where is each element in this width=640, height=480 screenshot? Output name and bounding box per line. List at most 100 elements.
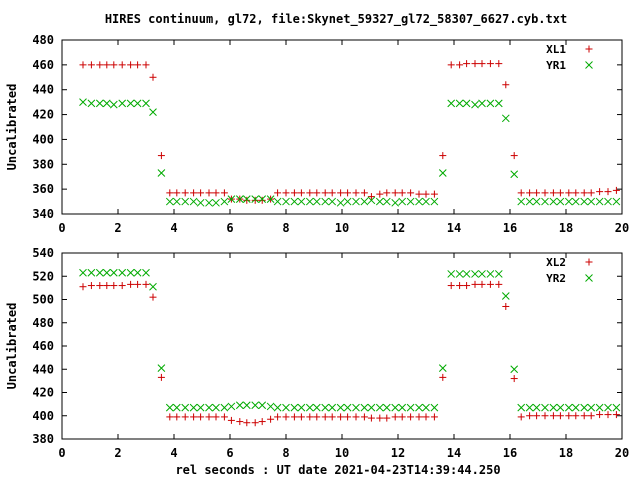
y-tick-label: 540 xyxy=(32,246,54,260)
data-point xyxy=(205,189,213,197)
data-point xyxy=(220,197,229,206)
data-point xyxy=(172,403,181,412)
data-point-d2 xyxy=(398,403,407,412)
data-point-d2 xyxy=(133,268,142,277)
data-point xyxy=(166,189,174,197)
data-point-d2 xyxy=(541,197,549,206)
x-tick-label: 14 xyxy=(447,446,461,460)
data-point-d2 xyxy=(406,197,415,206)
data-point-d2 xyxy=(181,197,190,206)
data-point xyxy=(510,152,518,160)
data-point xyxy=(205,198,213,207)
data-point xyxy=(212,413,220,421)
data-point xyxy=(501,292,510,300)
data-point-d2 xyxy=(282,197,290,206)
data-point xyxy=(306,413,314,421)
data-point-d2 xyxy=(455,270,464,278)
data-point xyxy=(571,197,580,206)
data-point xyxy=(406,403,415,412)
x-tick-label: 10 xyxy=(335,221,349,235)
data-point xyxy=(328,403,337,412)
data-point-d2 xyxy=(102,268,111,277)
y-tick-label: 360 xyxy=(32,182,54,196)
data-point xyxy=(398,403,407,412)
chart-title: HIRES continuum, gl72, file:Skynet_59327… xyxy=(105,12,567,27)
legend-marker-yr2 xyxy=(585,274,593,282)
data-point-d2 xyxy=(196,198,205,207)
data-point xyxy=(580,403,589,412)
data-point xyxy=(343,197,352,206)
data-point xyxy=(87,268,96,277)
data-point-d2 xyxy=(305,197,314,206)
data-point-d2 xyxy=(612,403,621,412)
data-point xyxy=(517,189,525,197)
data-point xyxy=(549,189,557,197)
data-point xyxy=(376,190,384,198)
legend-label-xl2: XL2 xyxy=(546,256,566,269)
data-point-d2 xyxy=(382,403,391,412)
data-point-d2 xyxy=(571,197,580,206)
data-point xyxy=(422,413,430,421)
data-point-d2 xyxy=(109,100,118,109)
data-point-d2 xyxy=(541,403,549,412)
data-point xyxy=(352,413,360,421)
data-point-d2 xyxy=(478,270,486,278)
data-point xyxy=(463,60,471,68)
data-point xyxy=(382,403,391,412)
data-point xyxy=(321,189,329,197)
data-point xyxy=(142,99,150,108)
data-point xyxy=(439,152,447,160)
data-point xyxy=(517,413,525,421)
data-point xyxy=(336,403,345,412)
data-point xyxy=(127,61,135,69)
data-point xyxy=(205,413,213,421)
data-point-d2 xyxy=(157,169,166,177)
data-point xyxy=(352,197,360,206)
data-point xyxy=(398,197,407,206)
data-point xyxy=(572,412,580,420)
data-point xyxy=(456,282,464,290)
data-point xyxy=(243,419,251,427)
data-point xyxy=(344,413,352,421)
data-point xyxy=(478,270,486,278)
y-tick-label: 480 xyxy=(32,33,54,47)
data-point-d2 xyxy=(391,403,400,412)
data-point-d2 xyxy=(564,403,573,412)
data-point-d2 xyxy=(172,197,181,206)
data-point xyxy=(235,195,244,203)
data-point-d2 xyxy=(212,403,220,412)
data-point-d2 xyxy=(165,197,174,206)
data-point xyxy=(612,403,621,412)
data-point-d2 xyxy=(109,268,118,277)
data-point xyxy=(109,100,118,109)
data-point-d2 xyxy=(126,268,135,277)
data-point xyxy=(391,403,400,412)
x-tick-label: 2 xyxy=(114,221,121,235)
data-point xyxy=(564,403,573,412)
data-point xyxy=(297,197,306,206)
x-axis-label: rel seconds : UT date 2021-04-23T14:39:4… xyxy=(175,463,500,477)
data-point xyxy=(383,189,391,197)
data-point-d2 xyxy=(447,99,456,108)
data-point xyxy=(502,81,510,89)
data-point xyxy=(133,99,142,108)
data-point xyxy=(220,403,229,412)
data-point xyxy=(541,197,549,206)
data-point xyxy=(556,403,565,412)
data-point-d2 xyxy=(564,197,573,206)
data-point xyxy=(96,282,104,290)
data-point-d2 xyxy=(595,197,604,206)
data-point xyxy=(181,189,189,197)
data-point xyxy=(79,98,87,106)
data-point xyxy=(87,282,95,290)
x-tick-label: 20 xyxy=(615,446,629,460)
legend-label-yr1: YR1 xyxy=(546,59,566,72)
data-point xyxy=(343,403,352,412)
data-point xyxy=(166,413,174,421)
data-point xyxy=(157,364,166,372)
data-point xyxy=(517,197,526,206)
data-point xyxy=(273,197,282,206)
data-point xyxy=(587,197,596,206)
data-point xyxy=(360,413,368,421)
